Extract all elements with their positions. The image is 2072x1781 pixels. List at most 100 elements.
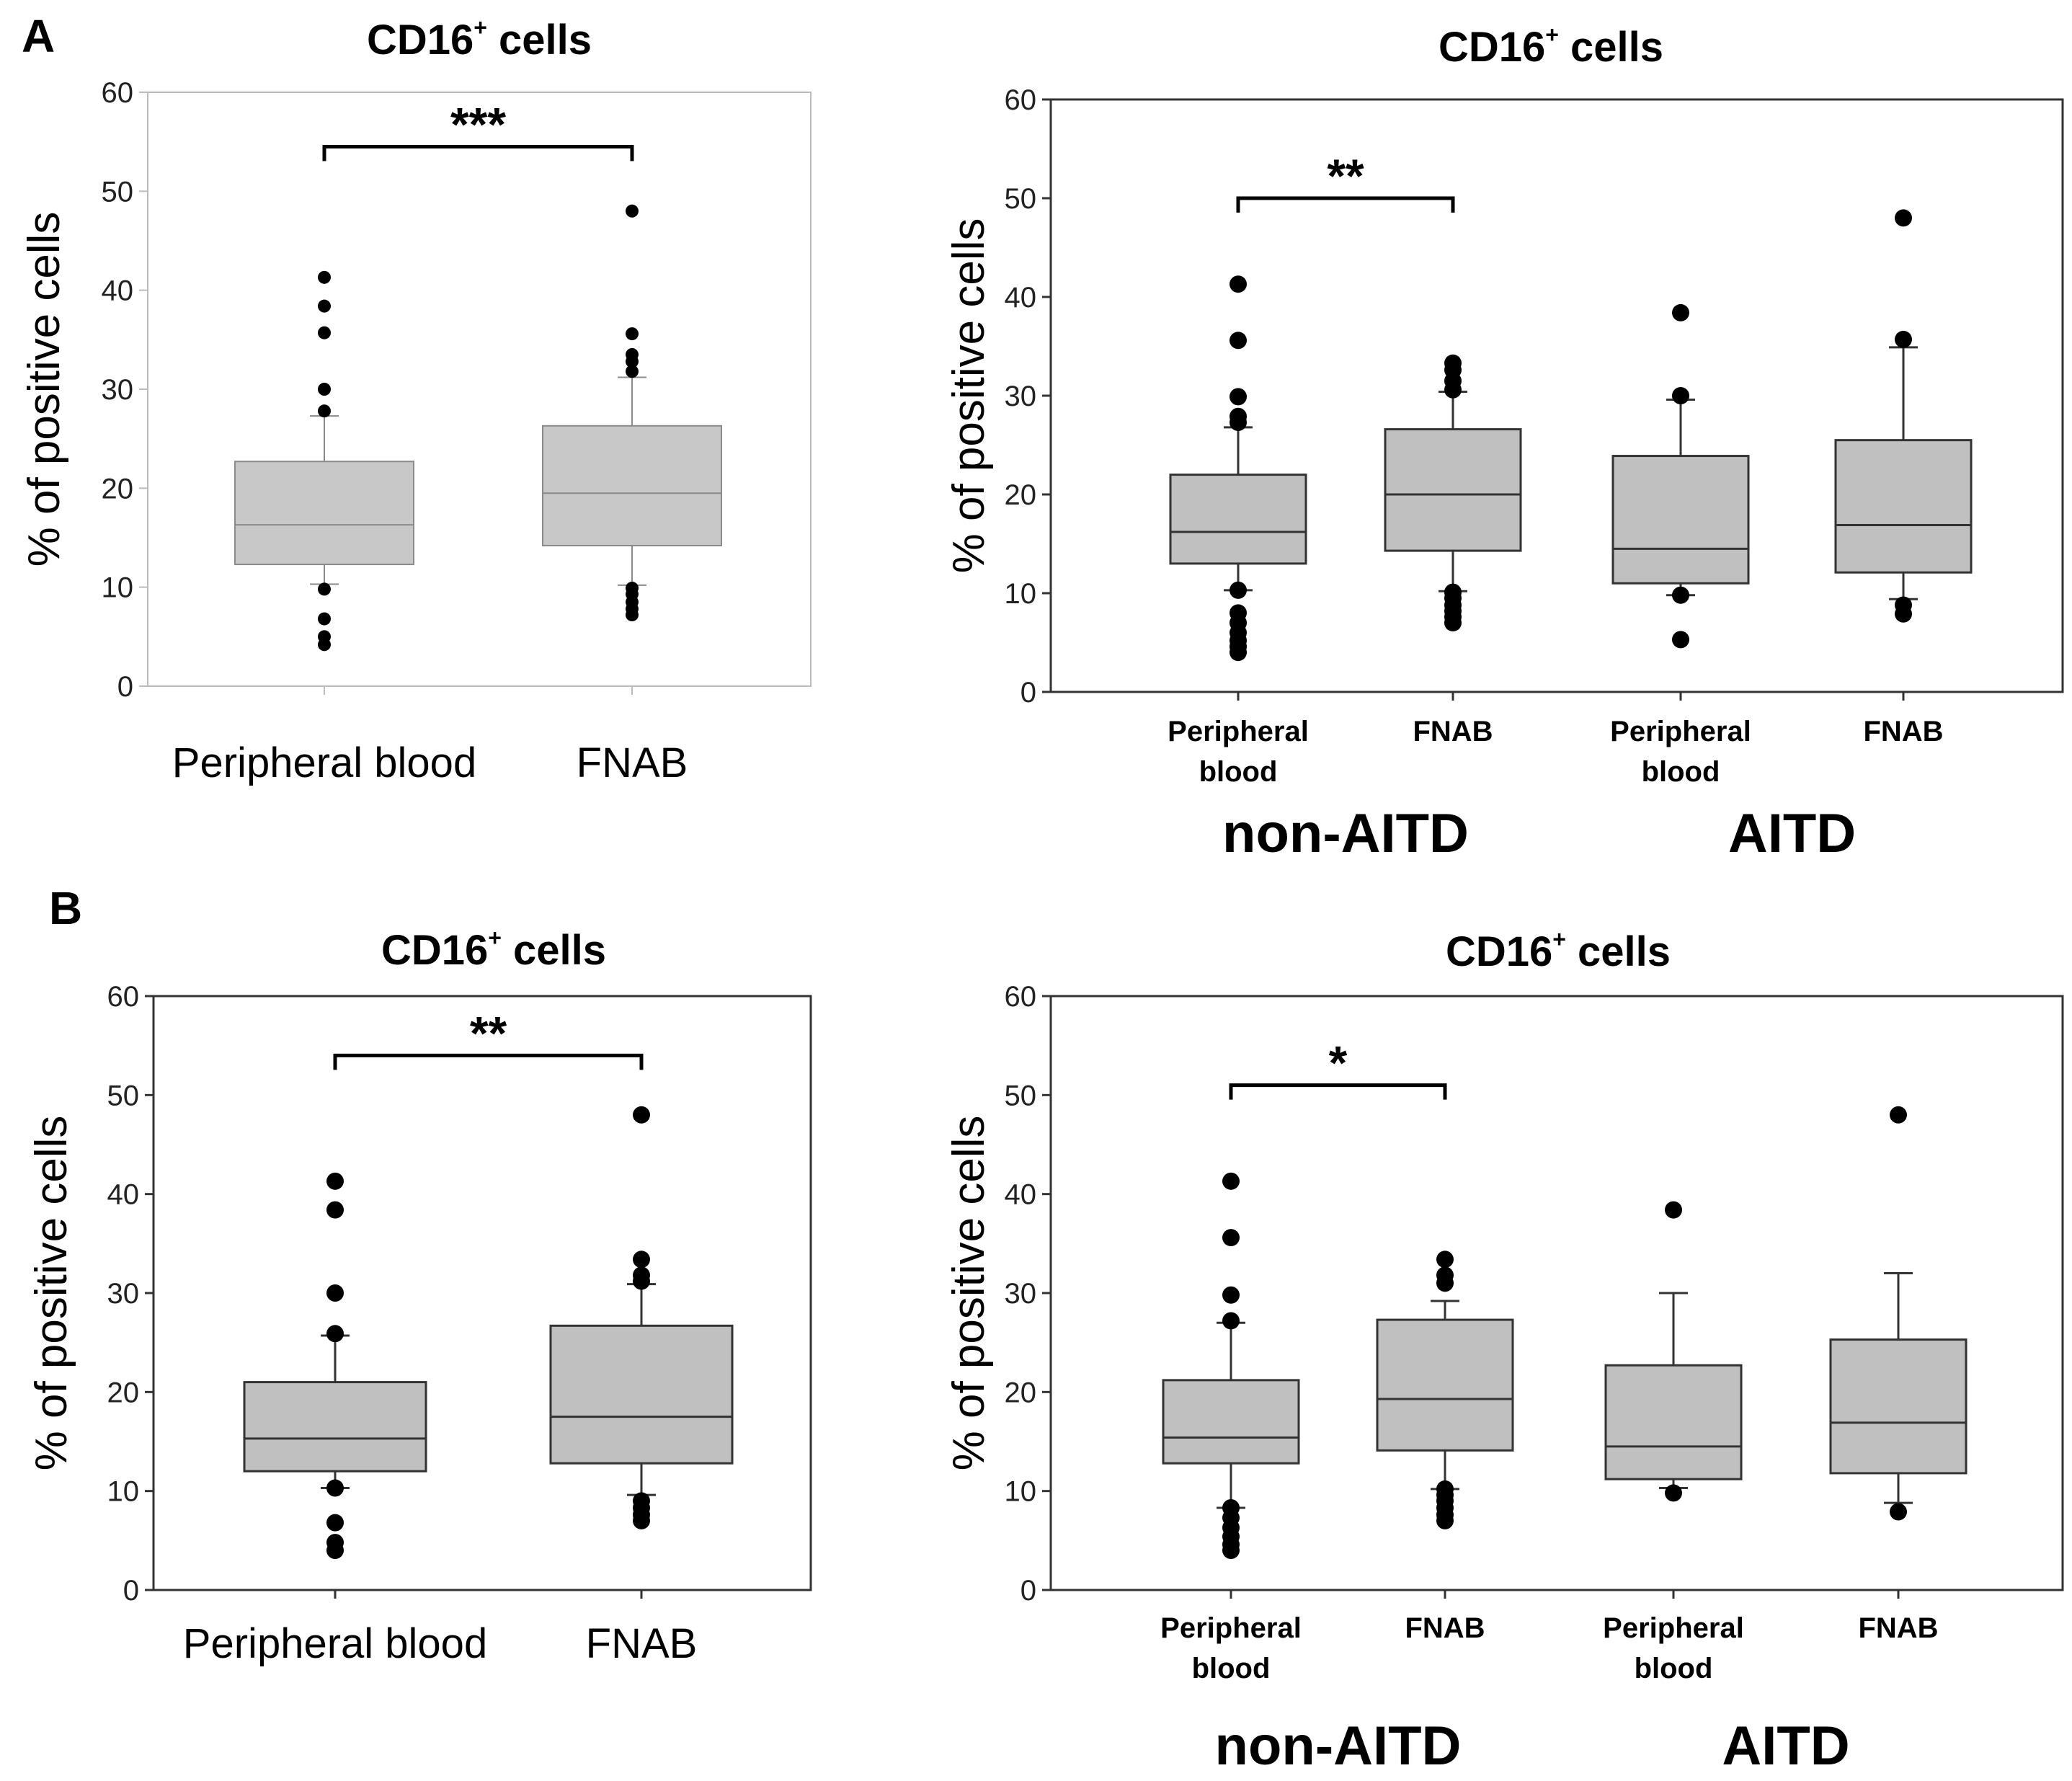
x-category-label: Peripheral: [1160, 1612, 1302, 1644]
chart-title-superscript: +: [473, 14, 487, 40]
chart-title-suffix: cells: [1566, 928, 1671, 975]
y-tick-label: 10: [1005, 1476, 1037, 1508]
outlier-point: [326, 1479, 344, 1497]
group-label: AITD: [1728, 803, 1856, 864]
y-tick-label: 10: [102, 572, 134, 604]
y-axis-label: % of positive cells: [944, 1116, 994, 1471]
outlier-point: [326, 1201, 344, 1219]
outlier-point: [1672, 303, 1689, 321]
box-iqr: [1829, 1338, 1967, 1475]
box-iqr: [1604, 1364, 1743, 1480]
outlier-point: [1222, 1172, 1240, 1190]
significance-bracket: [322, 145, 634, 161]
outlier-point: [1230, 275, 1247, 293]
y-tick-label: 60: [1005, 981, 1037, 1013]
y-axis-label: % of positive cells: [19, 212, 69, 567]
chart-a-left: CD16+ cells 0 10 20 30 40 50 60 % of positive ce…: [19, 14, 812, 786]
significance-label: **: [470, 1006, 507, 1060]
y-tick-label: 60: [102, 77, 134, 109]
y-tick-label: 0: [1021, 677, 1036, 709]
y-tick-label: 30: [102, 374, 134, 406]
outlier-point: [326, 1325, 344, 1343]
chart-title-suffix: cells: [1559, 24, 1663, 71]
outlier-point: [1230, 581, 1247, 599]
box-iqr: [549, 1324, 734, 1465]
y-tick-label: 30: [107, 1278, 140, 1310]
y-tick-label: 30: [1005, 1278, 1037, 1310]
outlier-point: [1890, 1503, 1907, 1521]
outlier-point: [626, 365, 639, 378]
outlier-point: [1436, 1266, 1454, 1284]
box-iqr: [542, 425, 722, 546]
outlier-point: [1672, 387, 1689, 404]
significance-label: **: [1327, 149, 1364, 203]
y-tick-label: 40: [102, 275, 134, 307]
y-tick-label: 20: [1005, 479, 1037, 511]
chart-title: CD16+ cells: [1439, 22, 1663, 71]
y-tick-label: 50: [107, 1080, 140, 1111]
outlier-point: [318, 326, 331, 339]
y-tick-label: 0: [1021, 1575, 1036, 1607]
outlier-point: [318, 299, 331, 313]
box-iqr: [1162, 1379, 1300, 1465]
panel-letter-b: B: [49, 882, 82, 934]
outlier-point: [1222, 1312, 1240, 1330]
outlier-point: [626, 327, 639, 341]
outlier-point: [1672, 631, 1689, 649]
y-tick-label: 10: [107, 1476, 140, 1508]
outlier-point: [1895, 209, 1912, 227]
y-tick-label: 50: [102, 176, 134, 208]
outlier-point: [1444, 583, 1462, 601]
outlier-point: [1436, 1251, 1454, 1269]
outlier-point: [1436, 1480, 1454, 1498]
chart-title: CD16+ cells: [381, 925, 606, 974]
chart-title-superscript: +: [488, 925, 502, 951]
y-tick-label: 10: [1005, 578, 1037, 610]
x-category-label: FNAB: [1405, 1612, 1485, 1644]
plot-frame: [147, 92, 812, 687]
outlier-point: [318, 404, 331, 418]
x-category-label: blood: [1199, 756, 1278, 788]
outlier-point: [633, 1251, 650, 1269]
outlier-point: [1222, 1286, 1240, 1304]
chart-b-left: CD16+ cells 0 10 20 30 40 50 60 % of positive ce…: [27, 925, 812, 1667]
chart-b-right: CD16+ cells 0 10 20 30 40 50 60 % of positive ce…: [944, 926, 2064, 1777]
box-iqr: [234, 461, 414, 566]
outlier-point: [1665, 1484, 1682, 1502]
significance-bracket: [1229, 1083, 1447, 1100]
chart-title-main: CD16: [1439, 24, 1545, 71]
outlier-point: [1672, 586, 1689, 604]
group-label: non-AITD: [1215, 1715, 1462, 1777]
box-iqr: [1611, 455, 1750, 585]
x-category-label: FNAB: [1413, 716, 1493, 747]
x-category-label: FNAB: [577, 740, 688, 786]
outlier-point: [1230, 407, 1247, 425]
outlier-point: [1230, 604, 1247, 622]
outlier-point: [326, 1172, 344, 1190]
y-axis-label: % of positive cells: [944, 218, 994, 574]
outlier-point: [318, 383, 331, 396]
chart-title-main: CD16: [1446, 928, 1552, 975]
chart-title-superscript: +: [1552, 926, 1566, 952]
significance-bracket: [1236, 196, 1455, 213]
x-category-label: FNAB: [1863, 716, 1943, 747]
x-category-label: blood: [1192, 1653, 1271, 1684]
outlier-point: [1895, 596, 1912, 614]
y-tick-label: 40: [1005, 282, 1037, 314]
box-iqr: [1834, 439, 1973, 574]
x-category-label: Peripheral blood: [172, 740, 476, 786]
x-category-label: Peripheral: [1603, 1612, 1744, 1644]
box-iqr: [1376, 1318, 1514, 1452]
significance-label: ***: [450, 98, 506, 151]
y-tick-label: 20: [1005, 1377, 1037, 1408]
y-tick-label: 50: [1005, 1080, 1037, 1111]
outlier-point: [318, 630, 331, 644]
y-tick-label: 60: [1005, 84, 1037, 116]
outlier-point: [326, 1534, 344, 1552]
box-iqr: [1384, 428, 1522, 552]
outlier-point: [1230, 388, 1247, 406]
x-category-label: FNAB: [586, 1620, 698, 1667]
y-axis-label: % of positive cells: [27, 1116, 76, 1471]
outlier-point: [1230, 332, 1247, 350]
